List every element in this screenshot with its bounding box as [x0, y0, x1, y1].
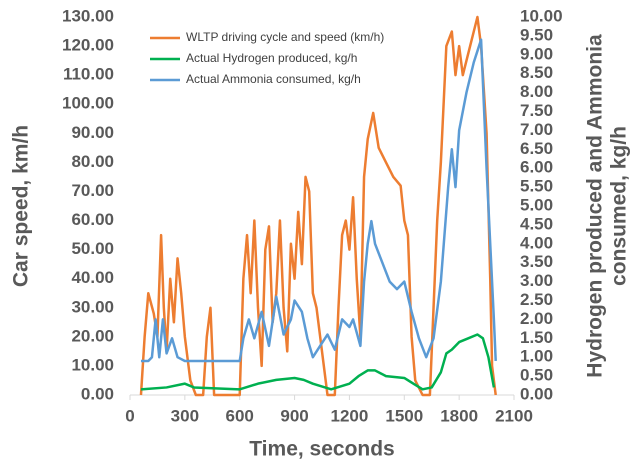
y2-tick-label: 4.50: [520, 214, 553, 233]
y2-tick-label: 5.50: [520, 177, 553, 196]
series-line: [139, 15, 497, 397]
y2-tick-label: 1.50: [520, 328, 553, 347]
x-tick-label: 2100: [495, 406, 533, 425]
y2-tick-label: 9.50: [520, 25, 553, 44]
y2-tick-label: 7.00: [520, 120, 553, 139]
x-tick-label: 600: [226, 406, 254, 425]
y-tick-label: 100.00: [62, 94, 114, 113]
y-tick-label: 50.00: [71, 239, 114, 258]
x-tick-label: 1800: [440, 406, 478, 425]
y2-tick-label: 3.50: [520, 252, 553, 271]
series-line: [140, 38, 497, 363]
y2-tick-label: 0.50: [520, 366, 553, 385]
y2-axis-title: Hydrogen produced and Ammonia: [584, 34, 607, 378]
x-tick-label: 300: [171, 406, 199, 425]
x-tick-label: 1500: [385, 406, 423, 425]
y2-tick-label: 5.00: [520, 195, 553, 214]
y2-tick-label: 10.00: [520, 6, 563, 25]
y-tick-label: 60.00: [71, 210, 114, 229]
y-axis-title: Car speed, km/h: [10, 125, 33, 287]
y-tick-label: 80.00: [71, 152, 114, 171]
y2-tick-label: 8.00: [520, 82, 553, 101]
y2-tick-label: 0.00: [520, 384, 553, 403]
legend-label: Actual Hydrogen produced, kg/h: [186, 51, 357, 65]
y-tick-label: 0.00: [81, 384, 114, 403]
y-tick-label: 30.00: [71, 297, 114, 316]
x-tick-label: 1200: [331, 406, 369, 425]
y-tick-label: 90.00: [71, 123, 114, 142]
series-line: [140, 333, 496, 391]
y-tick-label: 10.00: [71, 355, 114, 374]
y-tick-label: 40.00: [71, 268, 114, 287]
y-tick-label: 20.00: [71, 326, 114, 345]
y2-tick-label: 2.00: [520, 309, 553, 328]
legend-label: WLTP driving cycle and speed (km/h): [186, 30, 384, 44]
y2-tick-label: 6.00: [520, 158, 553, 177]
y-tick-label: 130.00: [62, 6, 114, 25]
y2-tick-label: 7.50: [520, 101, 553, 120]
y-tick-label: 110.00: [63, 65, 114, 84]
y2-tick-label: 4.00: [520, 233, 553, 252]
y-tick-label: 70.00: [71, 181, 114, 200]
y2-tick-label: 9.00: [520, 44, 553, 63]
y2-tick-label: 6.50: [520, 139, 553, 158]
x-tick-label: 0: [125, 406, 134, 425]
y2-axis-title: consumed, kg/h: [608, 126, 631, 286]
y2-tick-label: 2.50: [520, 290, 553, 309]
y-tick-label: 120.00: [62, 36, 114, 55]
y2-tick-label: 3.00: [520, 271, 553, 290]
x-axis-title: Time, seconds: [249, 438, 395, 461]
x-tick-label: 900: [280, 406, 308, 425]
y2-tick-label: 1.00: [520, 347, 553, 366]
y2-tick-label: 8.50: [520, 63, 553, 82]
legend-label: Actual Ammonia consumed, kg/h: [186, 72, 361, 86]
